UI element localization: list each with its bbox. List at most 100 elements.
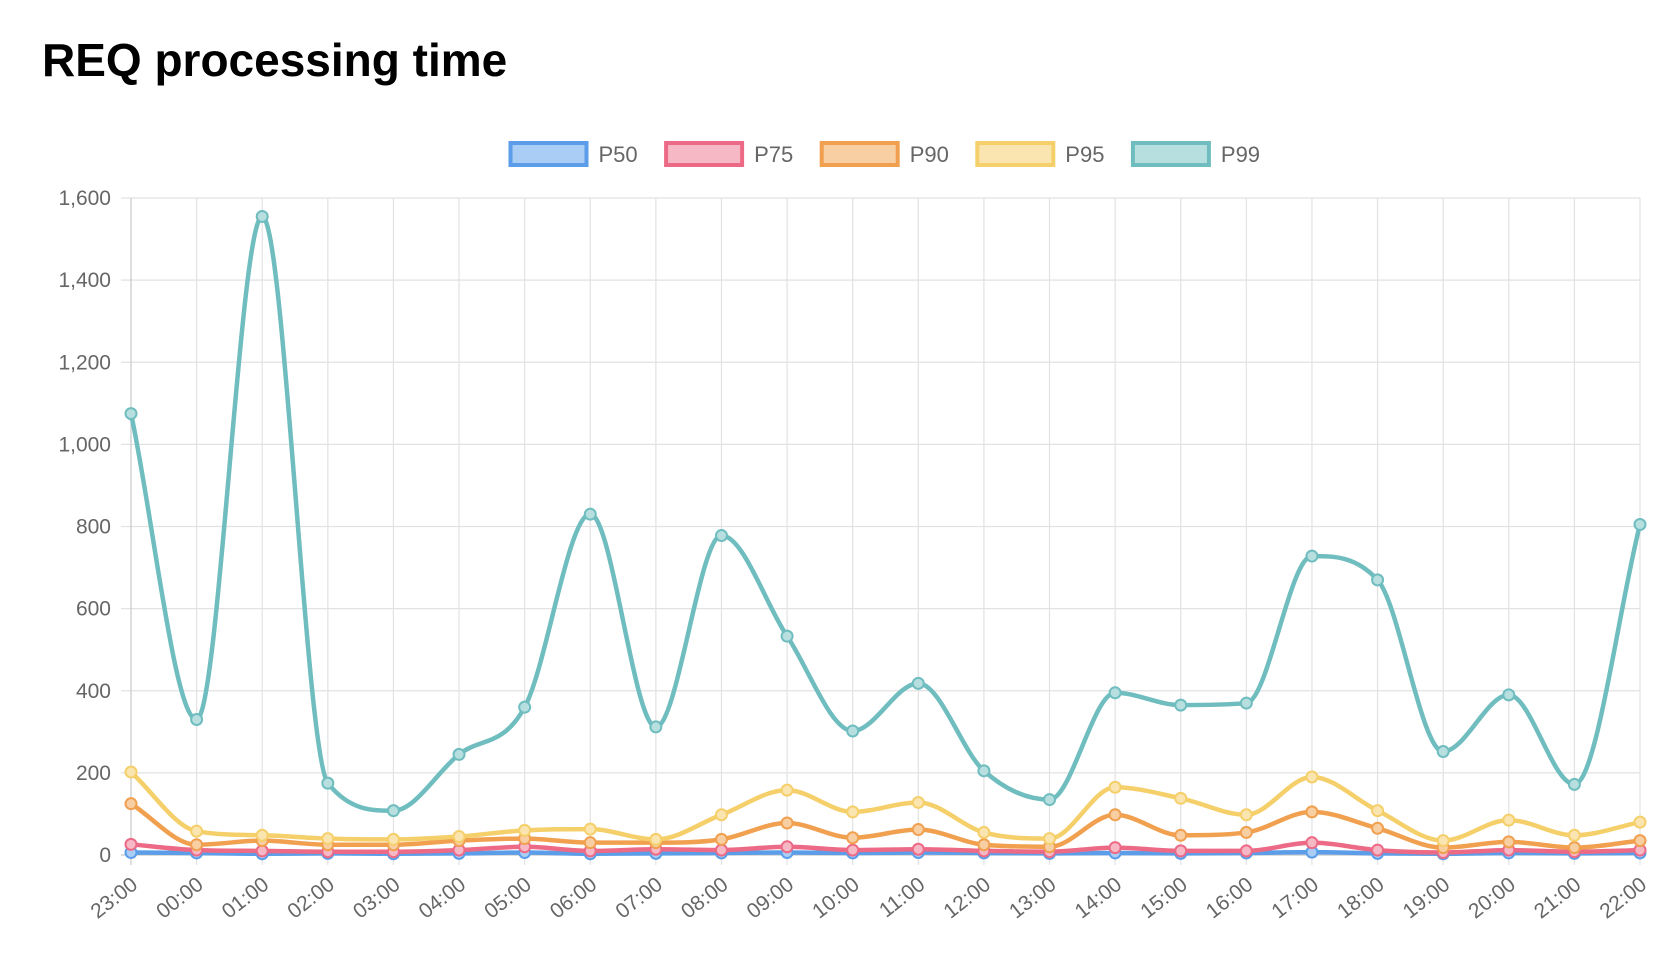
data-point-p99[interactable] [714, 529, 728, 543]
data-point-p90[interactable] [780, 816, 794, 830]
data-point-p99[interactable] [124, 407, 138, 421]
x-tick-label: 10:00 [808, 873, 864, 923]
data-point-p95[interactable] [518, 823, 532, 837]
legend-swatch [664, 141, 745, 167]
data-point-p90[interactable] [1174, 828, 1188, 842]
y-tick-label: 400 [76, 680, 111, 703]
data-point-p75[interactable] [1108, 841, 1122, 855]
data-point-p99[interactable] [190, 712, 204, 726]
data-point-p99[interactable] [321, 776, 335, 790]
data-point-p95[interactable] [977, 825, 991, 839]
legend-item-p50[interactable]: P50 [508, 141, 638, 167]
data-point-p99[interactable] [1371, 573, 1385, 587]
y-tick-label: 600 [76, 598, 111, 621]
data-point-p95[interactable] [846, 805, 860, 819]
data-point-p99[interactable] [977, 764, 991, 778]
data-point-p95[interactable] [583, 822, 597, 836]
legend-label: P90 [910, 142, 949, 167]
data-point-p99[interactable] [1174, 698, 1188, 712]
data-point-p95[interactable] [452, 830, 466, 844]
data-point-p75[interactable] [1239, 844, 1253, 858]
data-point-p99[interactable] [518, 700, 532, 714]
data-point-p95[interactable] [911, 795, 925, 809]
data-point-p90[interactable] [911, 823, 925, 837]
data-point-p95[interactable] [321, 832, 335, 846]
data-point-p95[interactable] [386, 832, 400, 846]
data-point-p90[interactable] [1371, 821, 1385, 835]
legend-label: P99 [1221, 142, 1260, 167]
legend-label: P75 [754, 142, 793, 167]
data-point-p95[interactable] [1567, 828, 1581, 842]
data-point-p90[interactable] [190, 838, 204, 852]
data-point-p95[interactable] [1436, 834, 1450, 848]
x-tick-label: 05:00 [480, 873, 536, 923]
data-point-p75[interactable] [1174, 844, 1188, 858]
data-point-p95[interactable] [1239, 808, 1253, 822]
data-point-p95[interactable] [714, 808, 728, 822]
data-point-p75[interactable] [124, 837, 138, 851]
data-point-p99[interactable] [1043, 793, 1057, 807]
data-point-p99[interactable] [649, 720, 663, 734]
data-point-p95[interactable] [1371, 804, 1385, 818]
data-point-p99[interactable] [255, 209, 269, 223]
data-point-p75[interactable] [846, 843, 860, 857]
data-point-p90[interactable] [977, 838, 991, 852]
data-point-p95[interactable] [1174, 791, 1188, 805]
y-tick-label: 800 [76, 516, 111, 539]
data-point-p99[interactable] [1567, 777, 1581, 791]
data-point-p99[interactable] [846, 724, 860, 738]
data-point-p75[interactable] [714, 843, 728, 857]
data-point-p90[interactable] [1305, 805, 1319, 819]
legend-swatch [508, 141, 589, 167]
legend-swatch [819, 141, 900, 167]
data-point-p90[interactable] [583, 836, 597, 850]
page-title: REQ processing time [42, 34, 508, 86]
data-point-p90[interactable] [846, 831, 860, 845]
data-point-p95[interactable] [1305, 770, 1319, 784]
data-point-p99[interactable] [386, 804, 400, 818]
x-tick-label: 20:00 [1464, 873, 1520, 923]
data-point-p90[interactable] [1502, 835, 1516, 849]
x-tick-label: 11:00 [875, 873, 929, 923]
data-point-p95[interactable] [190, 824, 204, 838]
data-point-p95[interactable] [649, 832, 663, 846]
data-point-p90[interactable] [124, 797, 138, 811]
data-point-p95[interactable] [255, 828, 269, 842]
data-point-p90[interactable] [1567, 841, 1581, 855]
data-point-p90[interactable] [714, 832, 728, 846]
data-point-p90[interactable] [1108, 808, 1122, 822]
data-point-p90[interactable] [1633, 834, 1647, 848]
data-point-p95[interactable] [124, 765, 138, 779]
data-point-p95[interactable] [1502, 813, 1516, 827]
data-point-p99[interactable] [1239, 696, 1253, 710]
legend-label: P95 [1065, 142, 1104, 167]
data-point-p75[interactable] [780, 840, 794, 854]
x-tick-label: 19:00 [1399, 873, 1455, 923]
data-point-p99[interactable] [780, 629, 794, 643]
data-point-p99[interactable] [1502, 688, 1516, 702]
data-point-p95[interactable] [1633, 815, 1647, 829]
legend-item-p99[interactable]: P99 [1130, 141, 1260, 167]
data-point-p99[interactable] [1436, 745, 1450, 759]
x-tick-label: 14:00 [1071, 873, 1127, 923]
data-point-p75[interactable] [1305, 836, 1319, 850]
data-point-p75[interactable] [1371, 843, 1385, 857]
legend-label: P50 [599, 142, 638, 167]
legend-item-p95[interactable]: P95 [975, 141, 1104, 167]
legend-item-p75[interactable]: P75 [664, 141, 793, 167]
legend-item-p90[interactable]: P90 [819, 141, 949, 167]
data-point-p99[interactable] [1633, 517, 1647, 531]
data-point-p99[interactable] [1108, 686, 1122, 700]
data-point-p75[interactable] [911, 842, 925, 856]
data-point-p99[interactable] [583, 507, 597, 521]
data-point-p99[interactable] [1305, 549, 1319, 563]
x-tick-label: 13:00 [1005, 873, 1061, 923]
y-tick-label: 0 [99, 844, 111, 867]
data-point-p90[interactable] [1239, 825, 1253, 839]
data-point-p95[interactable] [1108, 780, 1122, 794]
data-point-p95[interactable] [780, 783, 794, 797]
data-point-p99[interactable] [911, 676, 925, 690]
grid-lines [121, 197, 1641, 865]
data-point-p99[interactable] [452, 747, 466, 761]
data-point-p95[interactable] [1043, 832, 1057, 846]
